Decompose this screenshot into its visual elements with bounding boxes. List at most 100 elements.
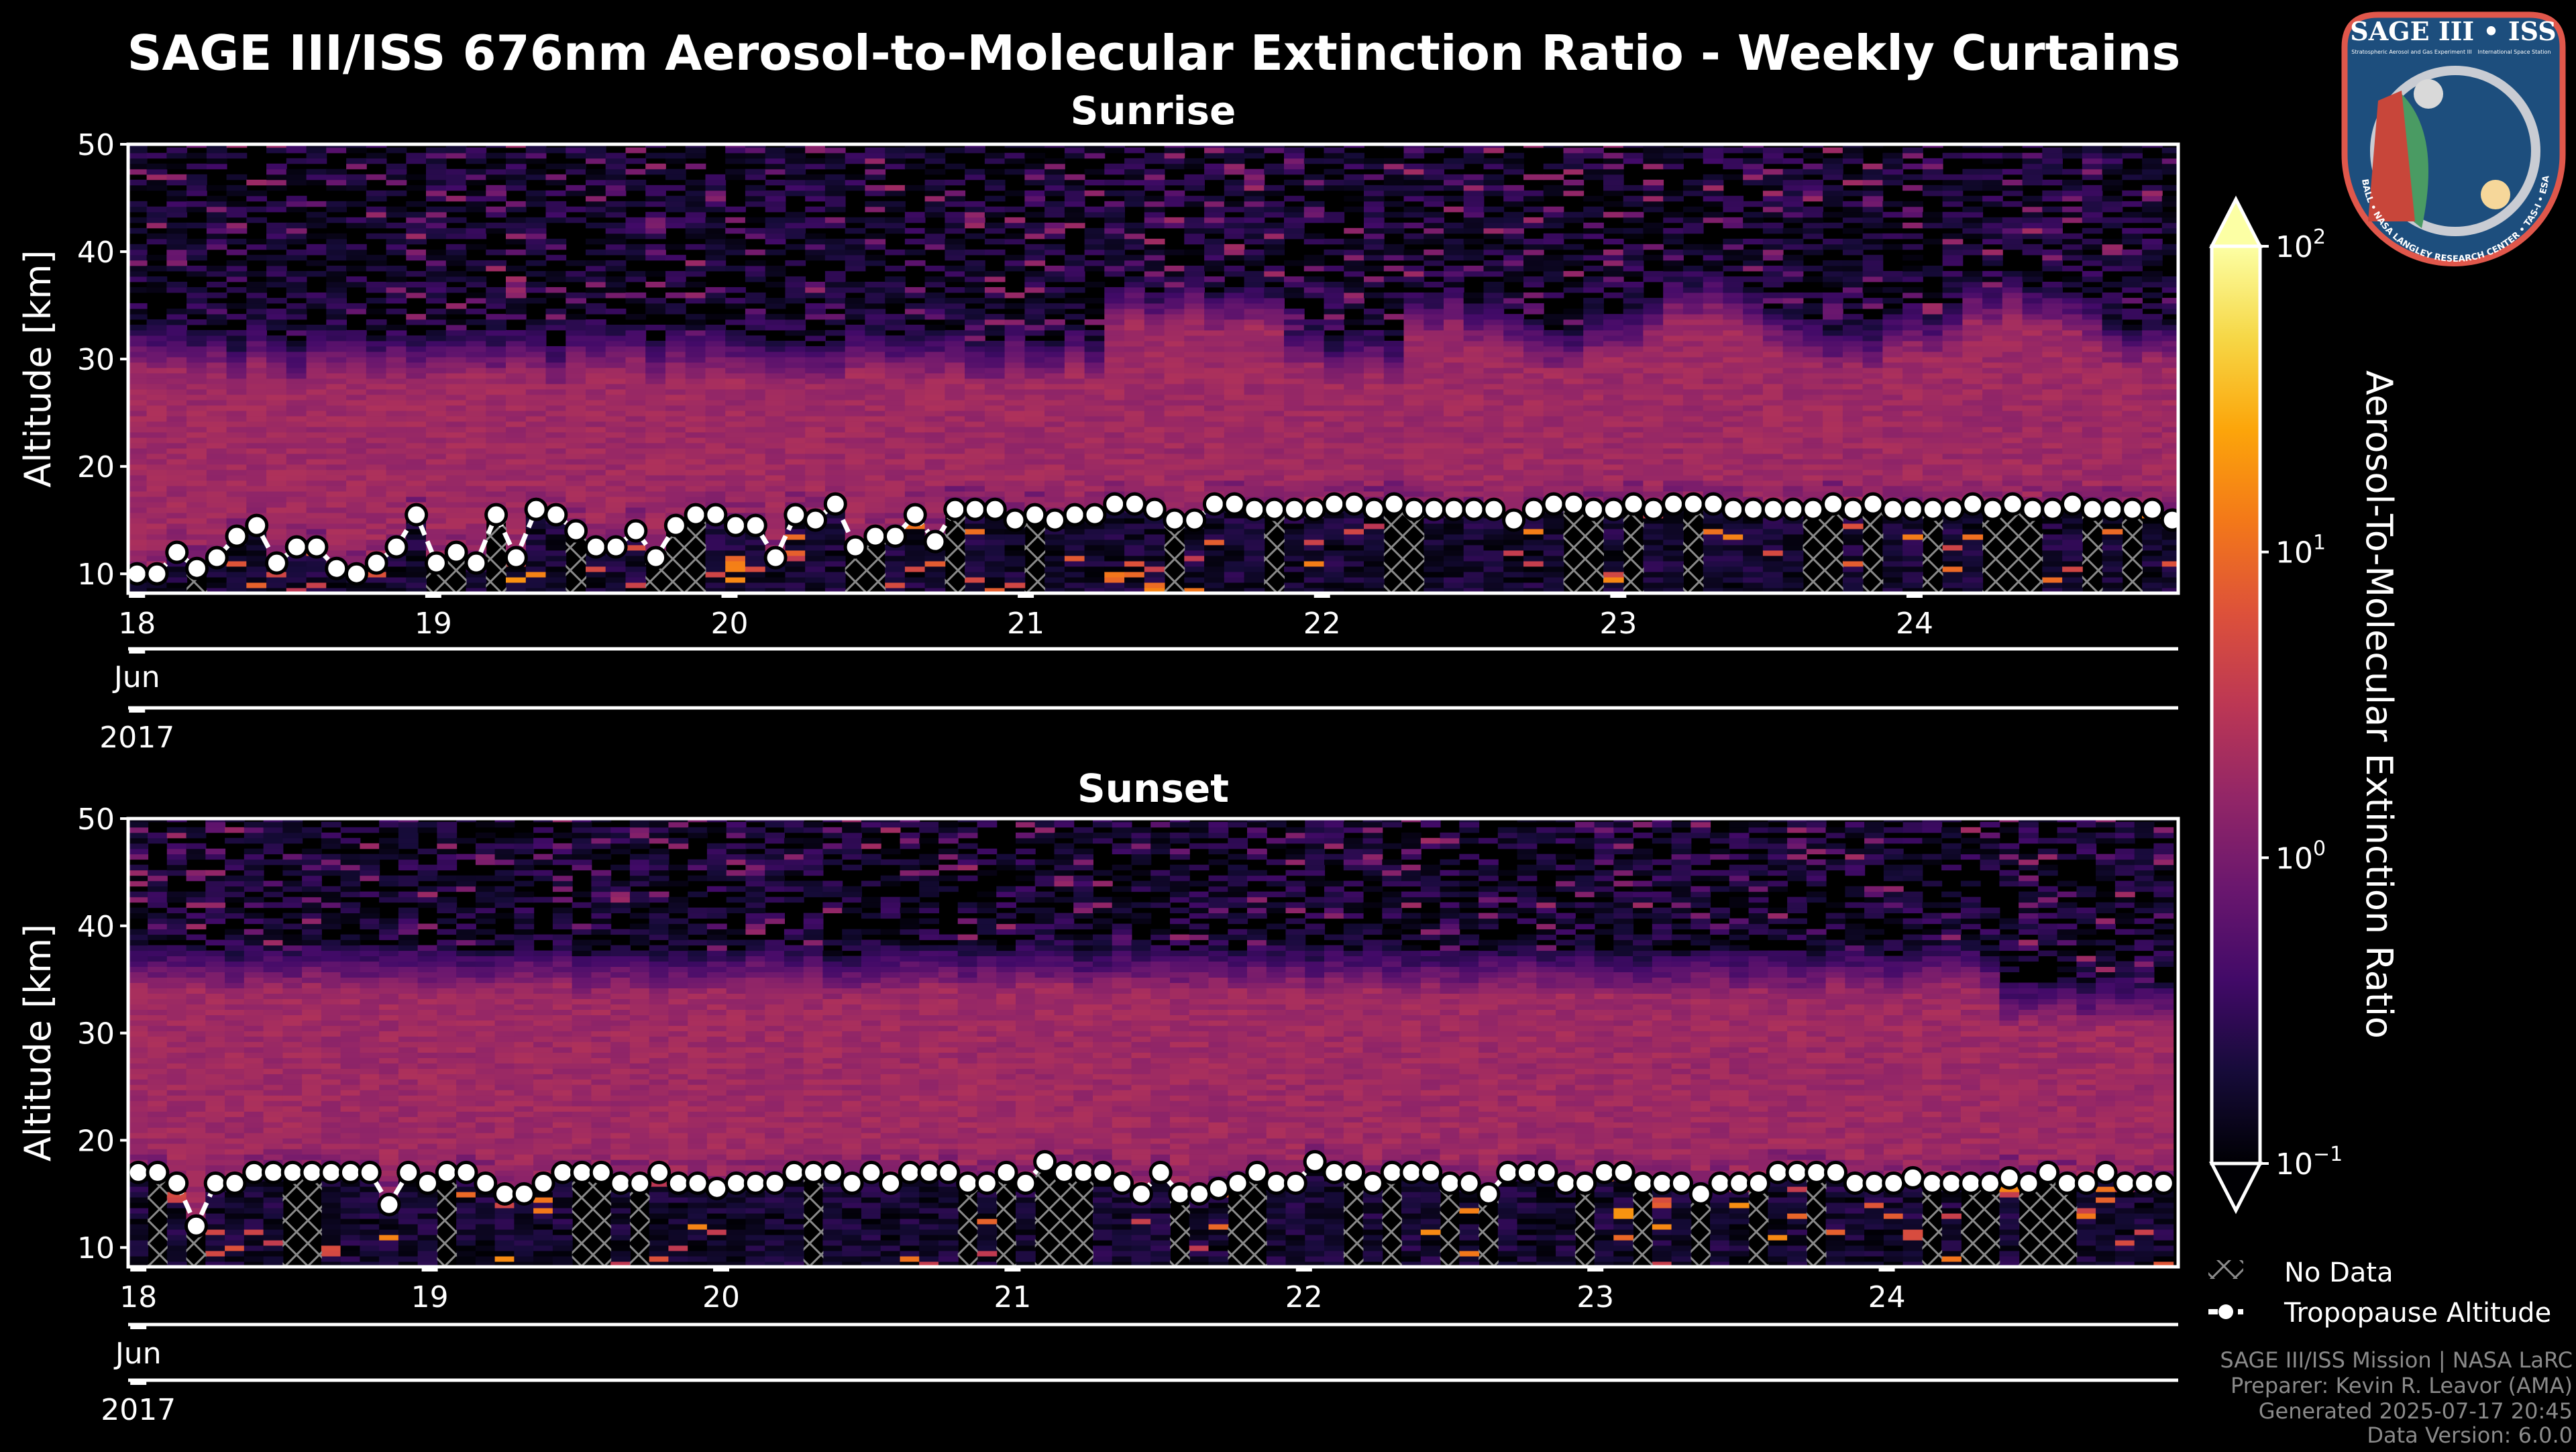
heatmap-cell xyxy=(845,394,866,401)
heatmap-cell xyxy=(1144,308,1165,315)
heatmap-cell xyxy=(665,453,686,460)
heatmap-cell xyxy=(566,469,586,476)
heatmap-cell xyxy=(745,415,766,422)
heatmap-cell xyxy=(226,367,248,374)
heatmap-cell xyxy=(306,405,327,411)
heatmap-cell xyxy=(1503,480,1524,486)
heatmap-cell xyxy=(685,297,706,304)
heatmap-cell xyxy=(845,174,866,180)
heatmap-cell xyxy=(1344,265,1364,272)
heatmap-cell xyxy=(326,168,347,175)
heatmap-cell xyxy=(1064,388,1085,395)
heatmap-cell xyxy=(625,448,647,454)
heatmap-cell xyxy=(1104,421,1125,427)
heatmap-cell xyxy=(1084,238,1106,245)
heatmap-cell xyxy=(1324,399,1345,406)
heatmap-cell xyxy=(685,464,706,470)
heatmap-cell xyxy=(945,276,966,282)
heatmap-cell xyxy=(306,335,327,342)
heatmap-cell xyxy=(645,388,666,395)
heatmap-cell xyxy=(1144,448,1165,454)
heatmap-cell xyxy=(745,144,766,148)
heatmap-cell xyxy=(605,529,627,535)
heatmap-cell xyxy=(226,577,248,583)
heatmap-cell xyxy=(1224,244,1245,250)
heatmap-cell xyxy=(1244,550,1265,556)
heatmap-cell xyxy=(1463,185,1485,191)
heatmap-cell xyxy=(128,362,148,368)
heatmap-cell xyxy=(186,206,207,213)
heatmap-cell xyxy=(1303,206,1325,213)
heatmap-cell xyxy=(1024,211,1046,218)
heatmap-cell xyxy=(845,297,866,304)
heatmap-cell xyxy=(1004,426,1026,433)
heatmap-cell xyxy=(1104,335,1125,342)
heatmap-cell xyxy=(426,513,447,519)
heatmap-cell xyxy=(725,399,746,406)
heatmap-cell xyxy=(845,185,866,191)
heatmap-cell xyxy=(945,319,966,325)
heatmap-cell xyxy=(386,394,407,401)
heatmap-cell xyxy=(1284,222,1305,229)
heatmap-cell xyxy=(1503,265,1524,272)
heatmap-cell xyxy=(466,319,487,325)
heatmap-cell xyxy=(1383,244,1405,250)
heatmap-cell xyxy=(326,480,347,486)
heatmap-cell xyxy=(785,351,806,358)
heatmap-cell xyxy=(824,179,846,186)
heatmap-cell xyxy=(605,399,627,406)
heatmap-cell xyxy=(1144,152,1165,159)
heatmap-cell xyxy=(1383,211,1405,218)
heatmap-cell xyxy=(1543,437,1564,444)
heatmap-cell xyxy=(146,534,168,540)
curtain-heatmap xyxy=(128,144,2178,593)
heatmap-cell xyxy=(1463,550,1485,556)
heatmap-cell xyxy=(1503,222,1524,229)
heatmap-cell xyxy=(146,254,168,261)
heatmap-cell xyxy=(166,222,188,229)
heatmap-cell xyxy=(406,437,427,444)
heatmap-cell xyxy=(1324,415,1345,422)
heatmap-cell xyxy=(1184,297,1205,304)
heatmap-cell xyxy=(965,399,985,406)
heatmap-cell xyxy=(904,152,926,159)
heatmap-cell xyxy=(1184,539,1205,546)
heatmap-cell xyxy=(605,588,627,593)
heatmap-cell xyxy=(166,502,188,508)
heatmap-cell xyxy=(665,399,686,406)
heatmap-cell xyxy=(1224,556,1245,562)
heatmap-cell xyxy=(506,372,527,379)
heatmap-cell xyxy=(226,260,248,266)
heatmap-cell xyxy=(1424,281,1444,288)
heatmap-cell xyxy=(1064,561,1085,567)
heatmap-cell xyxy=(206,372,227,379)
heatmap-cell xyxy=(1104,244,1125,250)
heatmap-cell xyxy=(1004,582,1026,588)
heatmap-cell xyxy=(705,378,727,384)
heatmap-cell xyxy=(1084,442,1106,449)
heatmap-cell xyxy=(765,523,786,529)
heatmap-cell xyxy=(586,276,606,282)
heatmap-cell xyxy=(1324,566,1345,572)
heatmap-cell xyxy=(545,426,567,433)
heatmap-cell xyxy=(1184,174,1205,180)
heatmap-cell xyxy=(1264,297,1285,304)
heatmap-cell xyxy=(1244,292,1265,299)
heatmap-cell xyxy=(1543,405,1564,411)
heatmap-cell xyxy=(1444,313,1464,320)
heatmap-cell xyxy=(1324,168,1345,175)
heatmap-cell xyxy=(1543,523,1564,529)
heatmap-cell xyxy=(725,340,746,347)
heatmap-cell xyxy=(445,174,467,180)
heatmap-cell xyxy=(1463,491,1485,497)
heatmap-cell xyxy=(426,190,447,197)
heatmap-cell xyxy=(904,464,926,470)
heatmap-cell xyxy=(1284,346,1305,352)
heatmap-cell xyxy=(885,201,906,207)
heatmap-cell xyxy=(1324,147,1345,154)
heatmap-cell xyxy=(326,201,347,207)
heatmap-cell xyxy=(545,313,567,320)
heatmap-cell xyxy=(865,319,886,325)
heatmap-cell xyxy=(346,497,367,503)
heatmap-cell xyxy=(945,394,966,401)
